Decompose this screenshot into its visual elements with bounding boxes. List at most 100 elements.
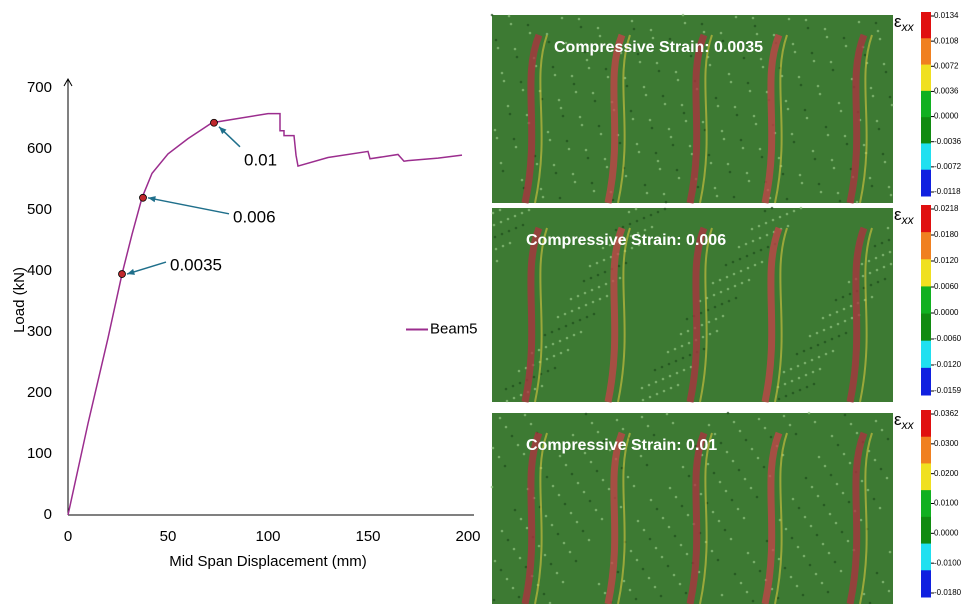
speckle — [618, 265, 621, 268]
speckle — [890, 263, 893, 266]
speckle — [889, 251, 892, 254]
speckle — [556, 572, 559, 575]
speckle — [519, 382, 522, 385]
speckle — [635, 598, 638, 601]
speckle — [708, 424, 711, 427]
speckle — [586, 316, 589, 319]
speckle — [875, 420, 878, 423]
speckle — [606, 295, 609, 298]
speckle — [707, 463, 710, 466]
speckle — [680, 333, 683, 336]
annotation-label: 0.0035 — [170, 256, 222, 275]
speckle — [644, 184, 647, 187]
speckle — [555, 172, 558, 175]
speckle — [670, 136, 673, 139]
y-tick-label: 600 — [27, 140, 52, 157]
speckle — [521, 179, 524, 182]
speckle — [654, 369, 657, 372]
speckle — [509, 113, 512, 116]
speckle — [747, 82, 750, 85]
speckle — [513, 548, 516, 551]
speckle — [675, 360, 678, 363]
speckle — [817, 344, 820, 347]
speckle — [512, 385, 515, 388]
speckle — [656, 393, 659, 396]
speckle — [786, 213, 789, 216]
speckle — [620, 506, 623, 509]
speckle — [508, 15, 511, 18]
speckle — [501, 72, 504, 75]
speckle — [529, 32, 532, 35]
speckle — [559, 197, 562, 200]
speckle — [758, 418, 761, 421]
speckle — [708, 321, 711, 324]
speckle — [597, 27, 600, 30]
speckle — [682, 357, 685, 360]
speckle — [808, 412, 811, 415]
speckle — [590, 461, 593, 464]
speckle — [824, 465, 827, 468]
speckle — [765, 222, 768, 225]
speckle — [891, 104, 894, 107]
speckle — [550, 563, 553, 566]
speckle — [662, 378, 665, 381]
colorbar-label: 0.0200 — [934, 469, 959, 478]
speckle — [824, 28, 827, 31]
speckle — [604, 271, 607, 274]
speckle — [657, 211, 660, 214]
speckle — [590, 277, 593, 280]
speckle — [644, 229, 647, 232]
speckle — [880, 468, 883, 471]
speckle — [604, 158, 607, 161]
speckle — [843, 308, 846, 311]
speckle — [566, 140, 569, 143]
speckle — [643, 529, 646, 532]
speckle — [717, 559, 720, 562]
speckle — [578, 18, 581, 21]
speckle — [580, 26, 583, 29]
speckle — [619, 142, 622, 145]
speckle — [597, 274, 600, 277]
colorbar-band — [921, 341, 931, 369]
speckle — [507, 218, 510, 221]
speckle — [505, 388, 508, 391]
speckle — [656, 62, 659, 65]
speckle — [662, 517, 665, 520]
speckle — [552, 343, 555, 346]
speckle — [721, 594, 724, 597]
speckle — [646, 464, 649, 467]
speckle — [887, 227, 890, 230]
speckle — [622, 226, 625, 229]
speckle — [786, 198, 789, 201]
speckle — [538, 545, 541, 548]
speckle — [493, 599, 496, 602]
speckle — [580, 331, 583, 334]
y-tick-label: 0 — [44, 506, 52, 523]
speckle — [655, 547, 658, 550]
panel-title: Compressive Strain: 0.01 — [526, 437, 717, 454]
speckle — [563, 542, 566, 545]
speckle — [763, 466, 766, 469]
speckle — [755, 123, 758, 126]
speckle — [793, 210, 796, 213]
speckle — [728, 73, 731, 76]
speckle — [672, 422, 675, 425]
colorbar-label: -0.0060 — [934, 334, 962, 343]
speckle — [791, 133, 794, 136]
colorbar-label: 0.0036 — [934, 87, 959, 96]
speckle — [562, 581, 565, 584]
speckle — [685, 120, 688, 123]
speckle — [733, 421, 736, 424]
speckle — [526, 114, 529, 117]
speckle — [588, 539, 591, 542]
speckle — [868, 260, 871, 263]
speckle — [544, 554, 547, 557]
speckle — [817, 85, 820, 88]
speckle — [834, 561, 837, 564]
speckle — [496, 137, 499, 140]
speckle — [864, 54, 867, 57]
speckle — [877, 30, 880, 33]
speckle — [520, 394, 523, 397]
speckle — [885, 71, 888, 74]
speckle — [726, 276, 729, 279]
